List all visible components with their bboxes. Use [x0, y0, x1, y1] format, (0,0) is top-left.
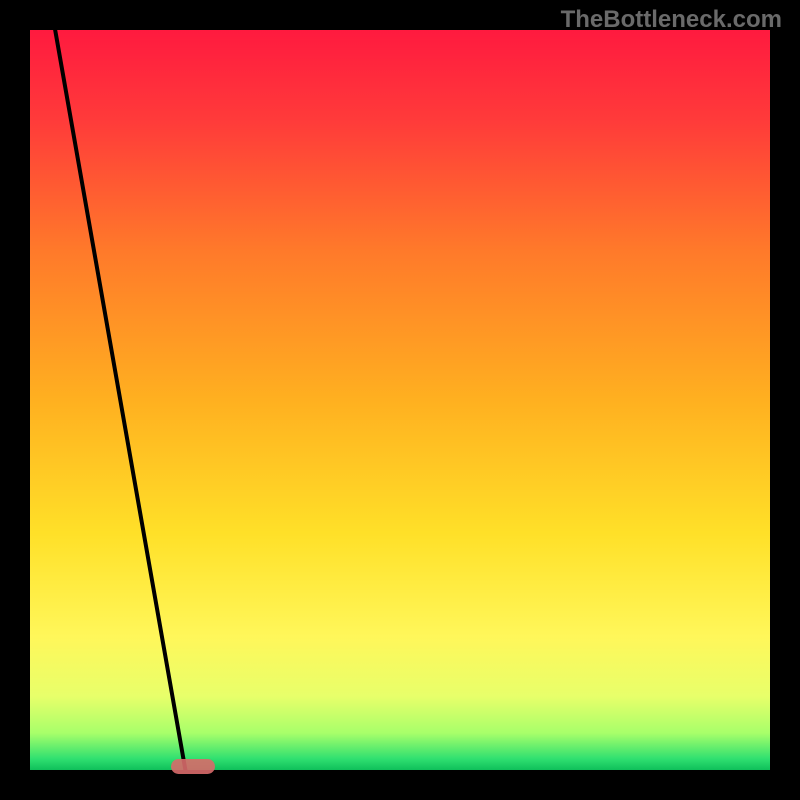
plot-area — [30, 30, 770, 770]
curve-left-segment — [55, 30, 185, 770]
chart-container: TheBottleneck.com — [0, 0, 800, 800]
watermark-text: TheBottleneck.com — [561, 6, 782, 34]
bottleneck-marker — [171, 759, 215, 774]
curve-layer — [30, 30, 770, 770]
